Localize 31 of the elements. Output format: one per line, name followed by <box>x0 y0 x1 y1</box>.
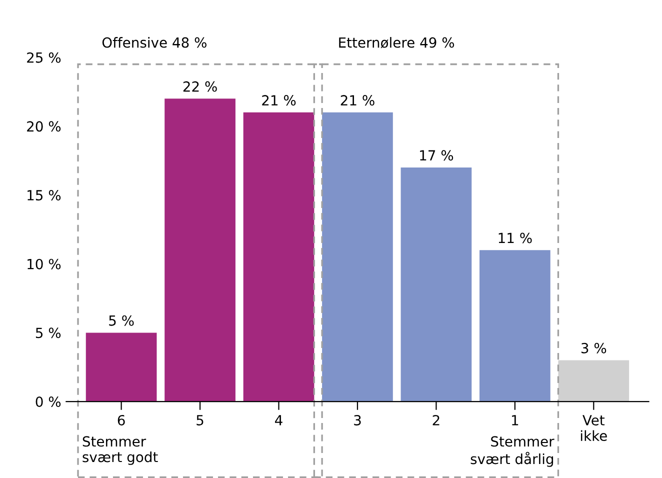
y-tick-label: 20 % <box>27 121 61 132</box>
x-tick-label: 6 <box>118 414 125 426</box>
bar <box>558 360 630 402</box>
data-label: 21 % <box>262 95 296 106</box>
x-tick-label: 4 <box>275 415 282 426</box>
y-tick-label: 25 % <box>27 52 61 63</box>
y-tick-label: 15 % <box>28 190 61 200</box>
text: Stemmer svært godt <box>82 436 158 465</box>
x-tick-label: 2 <box>432 414 440 426</box>
bar <box>480 250 550 402</box>
x-tick-label: 5 <box>196 415 204 426</box>
data-label: 11 % <box>498 232 532 244</box>
y-tick-label: 0 % <box>36 396 61 407</box>
bar <box>400 167 472 402</box>
bar <box>322 112 393 402</box>
data-label: 21 % <box>340 95 374 106</box>
y-tick-label: 5 % <box>36 328 61 338</box>
data-label: 22 % <box>183 81 217 92</box>
data-label: 3 % <box>581 342 606 354</box>
x-tick-label: 1 <box>512 415 518 426</box>
text: Offensive 48 % <box>102 37 206 48</box>
data-label: 17 % <box>420 150 454 161</box>
x-tick-label: Vet ikke <box>580 415 607 442</box>
bar <box>86 332 157 402</box>
y-tick-label: 10 % <box>28 258 61 270</box>
text: Stemmer svært dårlig <box>470 436 554 467</box>
bar <box>164 98 236 402</box>
bar <box>243 112 314 402</box>
data-label: 5 % <box>109 315 134 326</box>
text: Etternølere 49 % <box>339 37 454 48</box>
x-tick-label: 3 <box>354 414 361 426</box>
